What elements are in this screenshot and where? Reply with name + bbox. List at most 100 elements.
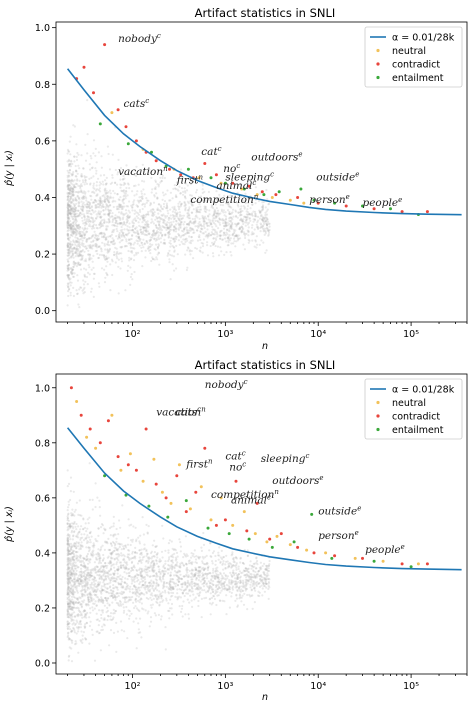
background-point bbox=[75, 501, 78, 504]
background-point bbox=[127, 249, 130, 253]
background-point bbox=[86, 566, 89, 569]
background-point bbox=[216, 235, 219, 238]
background-point bbox=[255, 226, 259, 229]
background-point bbox=[79, 232, 82, 235]
background-point bbox=[164, 214, 167, 218]
background-point bbox=[102, 194, 105, 197]
background-point bbox=[186, 239, 189, 242]
background-point bbox=[85, 268, 88, 271]
background-point bbox=[257, 570, 260, 573]
background-point bbox=[73, 210, 76, 213]
background-point bbox=[67, 268, 70, 271]
background-point bbox=[67, 276, 70, 279]
background-point bbox=[98, 212, 101, 215]
background-point bbox=[69, 153, 72, 156]
background-point bbox=[151, 210, 154, 213]
background-point bbox=[85, 230, 88, 233]
background-point bbox=[163, 241, 166, 244]
background-point bbox=[128, 256, 131, 259]
background-point bbox=[76, 247, 79, 250]
background-point bbox=[109, 573, 112, 576]
background-point bbox=[261, 204, 265, 207]
background-point bbox=[167, 217, 170, 220]
background-point bbox=[183, 200, 186, 204]
background-point bbox=[149, 236, 152, 239]
background-point bbox=[177, 222, 180, 225]
background-point bbox=[98, 204, 102, 207]
background-point bbox=[173, 217, 176, 220]
background-point bbox=[112, 240, 115, 243]
background-point bbox=[184, 233, 187, 236]
background-point bbox=[90, 206, 93, 209]
background-point bbox=[177, 217, 180, 220]
background-point bbox=[128, 187, 131, 190]
background-point bbox=[243, 206, 246, 209]
background-point bbox=[122, 231, 125, 234]
background-point bbox=[189, 194, 192, 197]
background-point bbox=[186, 592, 190, 595]
background-point bbox=[195, 211, 198, 214]
background-point bbox=[101, 200, 104, 203]
background-point bbox=[109, 182, 112, 185]
background-point bbox=[183, 195, 187, 198]
background-point bbox=[133, 580, 136, 584]
background-point bbox=[66, 264, 69, 267]
background-point bbox=[182, 238, 185, 241]
background-point bbox=[261, 207, 264, 210]
background-point bbox=[198, 217, 201, 220]
background-point bbox=[255, 215, 258, 218]
background-point bbox=[245, 216, 248, 219]
background-point bbox=[266, 217, 269, 220]
background-point bbox=[227, 241, 230, 244]
background-point bbox=[205, 233, 208, 236]
background-point bbox=[89, 558, 92, 561]
background-point bbox=[212, 222, 216, 225]
background-point bbox=[94, 571, 97, 574]
background-point bbox=[115, 253, 118, 256]
background-point bbox=[138, 589, 141, 592]
background-point bbox=[69, 212, 72, 215]
background-point bbox=[218, 196, 221, 199]
background-point bbox=[107, 191, 110, 194]
background-point bbox=[240, 230, 243, 233]
background-point bbox=[162, 571, 165, 574]
background-point bbox=[142, 216, 146, 219]
background-point bbox=[126, 215, 129, 218]
background-point bbox=[98, 213, 102, 216]
background-point bbox=[86, 227, 89, 230]
background-point bbox=[197, 222, 200, 225]
background-point bbox=[112, 199, 115, 202]
background-point bbox=[163, 572, 167, 576]
background-point bbox=[176, 584, 180, 587]
background-point bbox=[147, 213, 150, 216]
background-point bbox=[75, 226, 78, 229]
background-point bbox=[75, 252, 78, 255]
background-point bbox=[68, 242, 71, 245]
background-point bbox=[77, 566, 80, 569]
background-point bbox=[164, 648, 167, 651]
background-point bbox=[140, 250, 143, 253]
background-point bbox=[119, 203, 122, 206]
background-point bbox=[260, 226, 264, 229]
background-point bbox=[248, 217, 251, 220]
background-point bbox=[86, 215, 89, 218]
background-point bbox=[99, 196, 102, 199]
background-point bbox=[150, 176, 153, 179]
background-point bbox=[250, 226, 254, 229]
x-tick-label: 10⁵ bbox=[403, 329, 419, 340]
background-point bbox=[77, 243, 80, 246]
annotation-superscript: e bbox=[298, 151, 302, 159]
background-point bbox=[173, 574, 176, 577]
background-point bbox=[267, 567, 270, 570]
background-point bbox=[108, 201, 111, 204]
background-point bbox=[254, 567, 257, 570]
background-point bbox=[157, 183, 160, 186]
background-point bbox=[88, 219, 91, 222]
background-point bbox=[173, 249, 176, 252]
background-point bbox=[227, 235, 230, 238]
background-point bbox=[78, 306, 81, 309]
background-point bbox=[73, 208, 76, 211]
background-point bbox=[175, 237, 178, 241]
background-point bbox=[79, 263, 82, 267]
background-point bbox=[225, 240, 228, 243]
